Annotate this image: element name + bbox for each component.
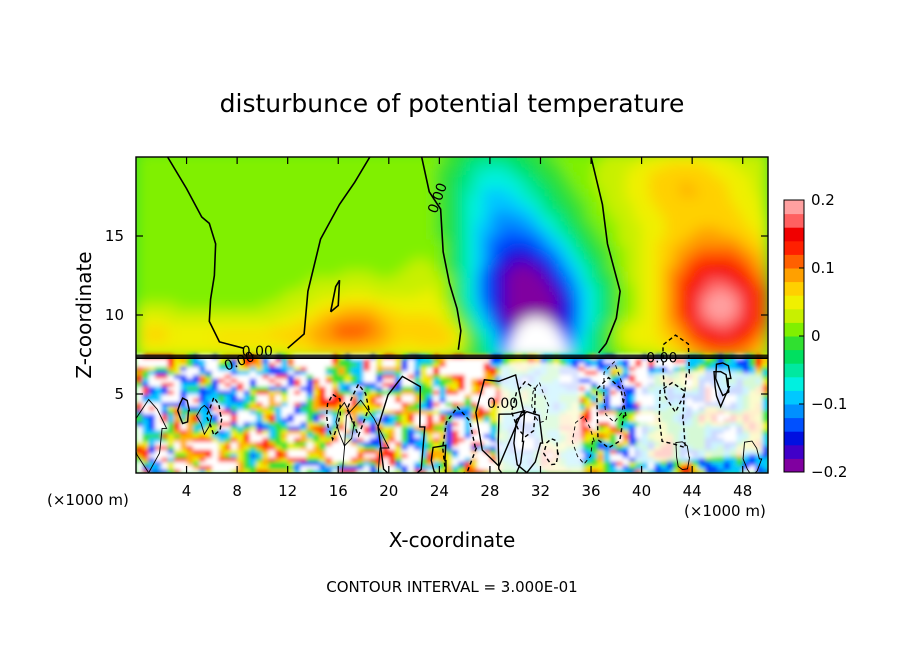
contour-label: 0.00 <box>487 396 518 412</box>
colorbar-swatch <box>784 200 804 215</box>
colorbar-swatch <box>784 268 804 283</box>
contour-line <box>742 440 763 473</box>
colorbar-swatch <box>784 376 804 391</box>
contour-line <box>176 397 191 425</box>
contour-line <box>166 157 244 349</box>
contour-line <box>714 362 732 397</box>
x-tick-label: 20 <box>379 482 398 500</box>
contour-line <box>136 398 168 473</box>
y-tick-label: 15 <box>105 227 124 245</box>
contour-line <box>196 404 213 436</box>
colorbar-frame <box>783 199 805 473</box>
x-tick-label: 40 <box>632 482 651 500</box>
heatmap-field <box>136 157 768 473</box>
x-axis: 4 8 12 16 20 24 28 32 36 40 44 48 <box>182 157 752 500</box>
colorbar-swatch <box>784 363 804 378</box>
colorbar-swatch <box>784 458 804 473</box>
colorbar-swatch <box>784 390 804 405</box>
contour-label: 0.00 <box>242 344 273 360</box>
contour-line <box>205 395 223 437</box>
x-tick-label: 32 <box>531 482 550 500</box>
colorbar-swatch <box>784 322 804 337</box>
y-tick-label: 10 <box>105 306 124 324</box>
contour-line <box>430 444 447 473</box>
colorbar-swatch <box>784 240 804 255</box>
contour-line <box>571 415 595 465</box>
x-tick-label: 24 <box>430 482 449 500</box>
x-tick-label: 8 <box>232 482 242 500</box>
contour-line <box>543 437 560 466</box>
contour-line <box>497 409 526 473</box>
x-tick-label: 44 <box>683 482 702 500</box>
colorbar-tick-label: 0.1 <box>811 259 835 277</box>
chart-title: disturbunce of potential temperature <box>220 89 685 118</box>
contour-line <box>325 393 342 442</box>
contour-line <box>531 381 550 424</box>
colorbar-swatch <box>784 349 804 364</box>
colorbar-tick-label: −0.1 <box>811 395 847 413</box>
y-tick-label: 5 <box>114 385 124 403</box>
colorbar: 0.2 0.1 0 −0.1 −0.2 <box>784 191 847 481</box>
colorbar-swatch <box>784 336 804 351</box>
contour-line <box>595 376 627 449</box>
contour-label: 0.00 <box>646 350 677 366</box>
colorbar-swatch <box>784 295 804 310</box>
colorbar-swatch <box>784 281 804 296</box>
x-tick-label: 28 <box>480 482 499 500</box>
x-tick-label: 16 <box>329 482 348 500</box>
colorbar-swatch <box>784 308 804 323</box>
contour-line <box>287 157 371 349</box>
y-axis-label: Z-coordinate <box>72 251 96 378</box>
x-tick-label: 48 <box>733 482 752 500</box>
x-tick-label: 36 <box>581 482 600 500</box>
x-unit-right: (×1000 m) <box>684 502 766 520</box>
contour-interval-note: CONTOUR INTERVAL = 3.000E-01 <box>326 578 577 596</box>
colorbar-swatch <box>784 227 804 242</box>
contour-line <box>420 157 462 350</box>
contour-line <box>510 380 537 438</box>
colorbar-swatch <box>784 417 804 432</box>
contour-line <box>329 279 341 313</box>
contour-line <box>713 370 731 409</box>
colorbar-swatch <box>784 213 804 228</box>
colorbar-swatch <box>784 254 804 269</box>
x-unit-left: (×1000 m) <box>47 491 129 509</box>
contour-line <box>590 157 621 354</box>
colorbar-swatch <box>784 404 804 419</box>
colorbar-swatch <box>784 444 804 459</box>
x-axis-label: X-coordinate <box>389 528 516 552</box>
contour-line <box>513 410 544 473</box>
contour-line <box>441 406 478 473</box>
contour-line <box>662 334 691 414</box>
colorbar-swatch <box>784 431 804 446</box>
contour-line <box>335 401 355 447</box>
colorbar-tick-label: −0.2 <box>811 463 847 481</box>
contour-line <box>341 399 390 473</box>
colorbar-tick-label: 0 <box>811 327 821 345</box>
contour-line <box>346 383 370 438</box>
x-tick-label: 12 <box>278 482 297 500</box>
y-axis: 5 10 15 <box>105 227 768 403</box>
colorbar-tick-label: 0.2 <box>811 191 835 209</box>
x-tick-label: 4 <box>182 482 192 500</box>
